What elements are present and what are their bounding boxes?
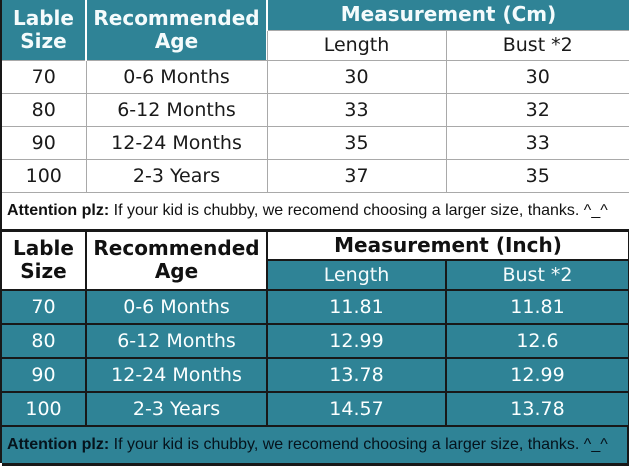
length-cell: 35: [266, 125, 447, 160]
inch-table-row: 70 0-6 Months 11.81 11.81: [2, 289, 629, 325]
age-cell: 12-24 Months: [85, 125, 268, 160]
bust-cell: 12.99: [444, 357, 629, 393]
length-cell: 37: [266, 158, 447, 193]
length-cell: 12.99: [266, 323, 447, 359]
age-cell: 12-24 Months: [85, 357, 268, 393]
age-cell: 2-3 Years: [85, 158, 268, 193]
inch-measurement-header: Measurement (Inch): [265, 228, 629, 261]
age-cell: 6-12 Months: [85, 92, 268, 127]
cm-table-row: 70 0-6 Months 30 30: [2, 59, 629, 94]
length-cell: 33: [266, 92, 447, 127]
bust-cell: 13.78: [444, 391, 629, 427]
cm-measurement-header: Measurement (Cm): [266, 0, 629, 30]
cm-table-row: 100 2-3 Years 37 35: [2, 158, 629, 193]
age-cell: 6-12 Months: [85, 323, 268, 359]
age-cell: 0-6 Months: [85, 289, 268, 325]
length-cell: 14.57: [266, 391, 447, 427]
attention-label: Attention plz:: [7, 436, 110, 453]
inch-length-subheader: Length: [267, 259, 447, 291]
size-cell: 70: [2, 289, 87, 325]
inch-subheader-row: Length Bust *2: [2, 259, 629, 291]
inch-label-size-header: Lable Size: [2, 228, 87, 291]
inch-table-row: 100 2-3 Years 14.57 13.78: [2, 391, 629, 427]
length-cell: 30: [266, 59, 447, 94]
cm-length-subheader: Length: [266, 29, 447, 61]
attention-text: If your kid is chubby, we recomend choos…: [109, 201, 608, 219]
size-chart-cm-table: Lable Size Recommended Age Measurement (…: [2, 0, 629, 193]
bust-cell: 30: [445, 59, 629, 94]
length-cell: 13.78: [266, 357, 447, 393]
size-chart-inch-table: Lable Size Recommended Age Measurement (…: [2, 228, 629, 427]
inch-table-row: 90 12-24 Months 13.78 12.99: [2, 357, 629, 393]
cm-table-row: 80 6-12 Months 33 32: [2, 92, 629, 127]
length-cell: 11.81: [266, 289, 447, 325]
age-cell: 0-6 Months: [85, 59, 268, 94]
size-cell: 90: [2, 125, 87, 160]
attention-label: Attention plz:: [7, 201, 110, 219]
cm-table-row: 90 12-24 Months 35 33: [2, 125, 629, 160]
size-cell: 100: [2, 158, 87, 193]
inch-header-row: Lable Size Recommended Age Measurement (…: [2, 228, 629, 291]
size-cell: 80: [2, 92, 87, 127]
age-cell: 2-3 Years: [85, 391, 268, 427]
bust-cell: 35: [445, 158, 629, 193]
inch-table-row: 80 6-12 Months 12.99 12.6: [2, 323, 629, 359]
bust-cell: 32: [445, 92, 629, 127]
inch-recommended-age-header: Recommended Age: [85, 228, 268, 291]
cm-label-size-header: Lable Size: [2, 0, 86, 60]
attention-note-inch: Attention plz: If your kid is chubby, we…: [2, 427, 629, 466]
size-cell: 70: [2, 59, 87, 94]
cm-bust-subheader: Bust *2: [445, 29, 629, 61]
cm-header-row: Lable Size Recommended Age Measurement (…: [2, 0, 629, 60]
size-cell: 90: [2, 357, 87, 393]
size-cell: 80: [2, 323, 87, 359]
bust-cell: 33: [445, 125, 629, 160]
cm-recommended-age-header: Recommended Age: [85, 0, 267, 60]
size-cell: 100: [2, 391, 87, 427]
bust-cell: 11.81: [444, 289, 629, 325]
bust-cell: 12.6: [444, 323, 629, 359]
attention-note-cm: Attention plz: If your kid is chubby, we…: [2, 192, 629, 229]
inch-bust-subheader: Bust *2: [444, 259, 629, 291]
attention-text: If your kid is chubby, we recomend choos…: [109, 436, 608, 453]
